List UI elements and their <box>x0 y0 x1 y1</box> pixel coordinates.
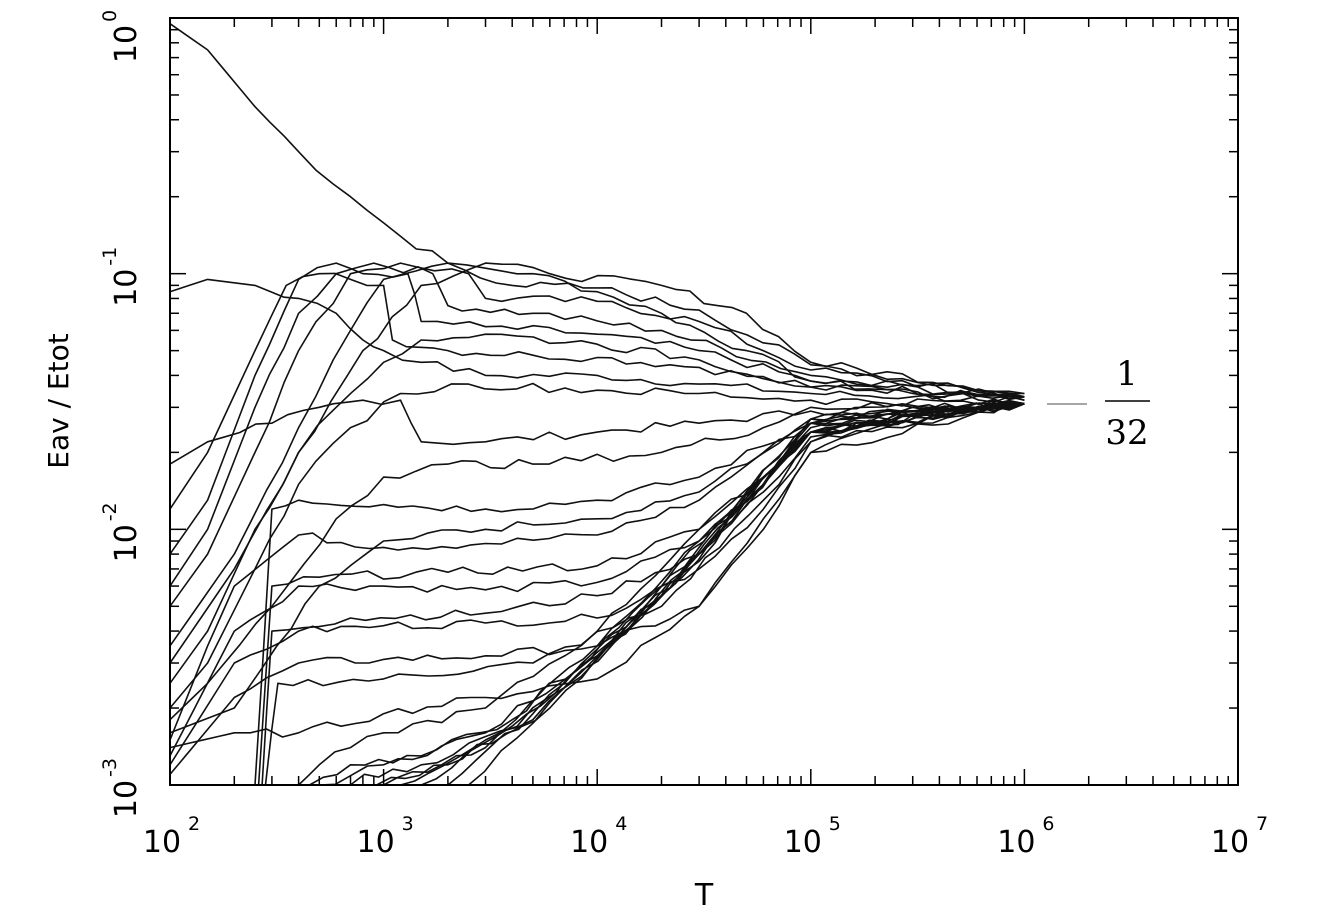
series-line-3 <box>169 399 1025 465</box>
x-tick-label: 10 <box>570 825 608 860</box>
y-tick-exponent: 0 <box>99 10 121 22</box>
y-tick-label-group: 10-1 <box>99 247 144 307</box>
series-line-29 <box>169 333 1025 684</box>
ticks-layer <box>169 17 1239 786</box>
y-tick-label: 10 <box>109 780 144 818</box>
series-line-26 <box>420 402 1025 786</box>
fraction-numerator: 1 <box>1116 354 1138 394</box>
fraction-annotation: 1 32 <box>1047 354 1150 453</box>
x-tick-exponent: 3 <box>402 813 414 835</box>
y-tick-label-group: 10-2 <box>99 502 144 562</box>
x-tick-label: 10 <box>357 825 395 860</box>
y-axis-label: Eav / Etot <box>42 333 75 468</box>
x-tick-exponent: 7 <box>1256 813 1268 835</box>
series-line-32 <box>169 402 1025 734</box>
x-axis-label: T <box>694 878 714 913</box>
series-line-14 <box>254 400 1025 786</box>
y-tick-label: 10 <box>109 269 144 307</box>
y-tick-label: 10 <box>109 25 144 63</box>
series-line-6 <box>169 262 1025 587</box>
series-line-4 <box>169 272 1025 510</box>
series-line-8 <box>169 262 1025 647</box>
plot-frame <box>169 17 1239 786</box>
series-line-5 <box>169 262 1025 555</box>
x-tick-exponent: 2 <box>188 813 200 835</box>
y-tick-label-group: 100 <box>99 10 144 63</box>
series-line-2 <box>169 278 1025 402</box>
series-line-15 <box>257 402 1025 786</box>
fraction-denominator: 32 <box>1105 413 1148 453</box>
series-line-30 <box>169 382 1025 709</box>
series-line-31 <box>169 401 1025 721</box>
y-tick-exponent: -2 <box>99 502 121 521</box>
y-tick-exponent: -1 <box>99 247 121 266</box>
x-tick-label: 10 <box>143 825 181 860</box>
x-tick-exponent: 6 <box>1042 813 1054 835</box>
series-line-10 <box>169 402 1025 741</box>
x-tick-exponent: 4 <box>615 813 627 835</box>
x-tick-exponent: 5 <box>829 813 841 835</box>
series-line-17 <box>264 402 1025 786</box>
series-line-28 <box>468 402 1025 786</box>
x-tick-label: 10 <box>784 825 822 860</box>
series-layer <box>169 23 1025 786</box>
y-tick-label-group: 10-3 <box>99 758 144 818</box>
series-line-18 <box>169 402 1025 749</box>
x-tick-label: 10 <box>1211 825 1249 860</box>
y-tick-label: 10 <box>109 524 144 562</box>
x-tick-label: 10 <box>997 825 1035 860</box>
series-line-7 <box>169 262 1025 607</box>
y-tick-exponent: -3 <box>99 758 121 777</box>
